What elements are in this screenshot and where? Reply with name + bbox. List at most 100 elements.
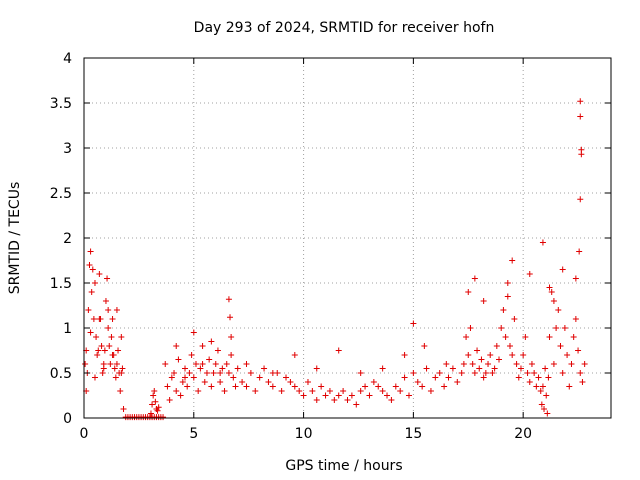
data-point bbox=[86, 262, 93, 268]
data-point bbox=[89, 266, 96, 273]
data-point bbox=[509, 257, 516, 264]
data-point bbox=[520, 352, 527, 358]
data-point bbox=[283, 374, 290, 381]
data-point bbox=[335, 392, 342, 399]
data-point bbox=[419, 383, 426, 390]
data-point bbox=[524, 370, 531, 376]
data-point bbox=[561, 325, 568, 331]
data-point bbox=[152, 398, 159, 405]
data-point bbox=[177, 392, 184, 399]
data-point bbox=[511, 316, 518, 322]
data-point bbox=[228, 352, 235, 358]
data-point bbox=[474, 347, 481, 354]
data-point bbox=[179, 379, 186, 385]
data-point bbox=[256, 374, 263, 381]
data-point bbox=[348, 392, 355, 399]
y-tick-label: 2 bbox=[63, 231, 72, 247]
data-point bbox=[445, 374, 452, 381]
data-point bbox=[225, 370, 232, 376]
data-point bbox=[234, 365, 241, 372]
y-tick-label: 3 bbox=[63, 141, 72, 157]
data-point bbox=[414, 379, 421, 385]
data-point bbox=[566, 383, 573, 390]
y-tick-label: 4 bbox=[63, 51, 72, 67]
data-point bbox=[502, 334, 509, 340]
data-point bbox=[112, 374, 119, 381]
data-point bbox=[522, 334, 529, 340]
data-point bbox=[331, 397, 338, 403]
data-point bbox=[96, 316, 103, 322]
data-point bbox=[544, 410, 551, 417]
data-point bbox=[118, 334, 125, 340]
data-point bbox=[335, 347, 342, 354]
data-point bbox=[88, 289, 95, 295]
data-point bbox=[243, 361, 250, 367]
data-point bbox=[195, 388, 202, 394]
data-point bbox=[108, 334, 115, 340]
data-point bbox=[291, 383, 298, 390]
data-point bbox=[553, 325, 560, 331]
data-point bbox=[542, 365, 549, 372]
x-tick-label: 0 bbox=[80, 426, 89, 442]
data-point bbox=[537, 388, 544, 394]
data-point bbox=[147, 410, 154, 417]
data-point bbox=[197, 365, 204, 372]
data-point bbox=[375, 383, 382, 390]
data-point bbox=[115, 347, 122, 354]
data-point bbox=[102, 298, 109, 304]
data-point bbox=[230, 374, 237, 381]
data-point bbox=[228, 334, 235, 340]
data-point bbox=[496, 356, 503, 363]
data-point bbox=[219, 365, 226, 372]
data-point bbox=[278, 388, 285, 394]
data-point bbox=[467, 325, 474, 331]
x-tick-label: 5 bbox=[189, 426, 198, 442]
data-point bbox=[94, 352, 101, 358]
data-point bbox=[577, 113, 584, 120]
data-point bbox=[432, 374, 439, 381]
data-point bbox=[543, 392, 550, 399]
data-point bbox=[550, 298, 557, 304]
data-point bbox=[313, 397, 320, 403]
data-point bbox=[208, 338, 215, 345]
data-point bbox=[487, 352, 494, 358]
data-point bbox=[388, 397, 395, 403]
data-point bbox=[269, 370, 276, 376]
data-point bbox=[366, 392, 373, 399]
data-point bbox=[82, 361, 89, 367]
data-point bbox=[357, 370, 364, 376]
data-point bbox=[322, 392, 329, 399]
data-point bbox=[90, 316, 97, 322]
data-point bbox=[550, 361, 557, 367]
data-point bbox=[214, 347, 221, 354]
data-point bbox=[217, 370, 224, 376]
data-point bbox=[541, 406, 548, 412]
data-point bbox=[265, 379, 272, 385]
data-point bbox=[427, 388, 434, 394]
data-point bbox=[526, 271, 533, 277]
data-point bbox=[454, 379, 461, 385]
data-point bbox=[344, 397, 351, 403]
y-tick-label: 0.5 bbox=[50, 366, 72, 382]
data-point bbox=[118, 370, 125, 376]
y-tick-label: 1 bbox=[63, 321, 72, 337]
data-point bbox=[460, 361, 467, 367]
x-tick-label: 10 bbox=[295, 426, 313, 442]
data-point bbox=[449, 365, 456, 372]
data-point bbox=[533, 383, 540, 390]
data-point bbox=[485, 361, 492, 367]
data-point bbox=[362, 383, 369, 390]
data-point bbox=[357, 388, 364, 394]
data-point bbox=[318, 383, 325, 390]
data-point bbox=[104, 275, 111, 282]
data-point bbox=[113, 361, 120, 367]
data-point bbox=[515, 374, 522, 381]
data-point bbox=[155, 404, 162, 411]
data-point bbox=[101, 347, 108, 354]
data-point bbox=[504, 293, 511, 300]
data-point bbox=[326, 388, 333, 394]
data-point bbox=[243, 383, 250, 390]
data-point bbox=[469, 361, 476, 367]
data-point bbox=[166, 397, 173, 403]
data-point bbox=[287, 379, 294, 385]
